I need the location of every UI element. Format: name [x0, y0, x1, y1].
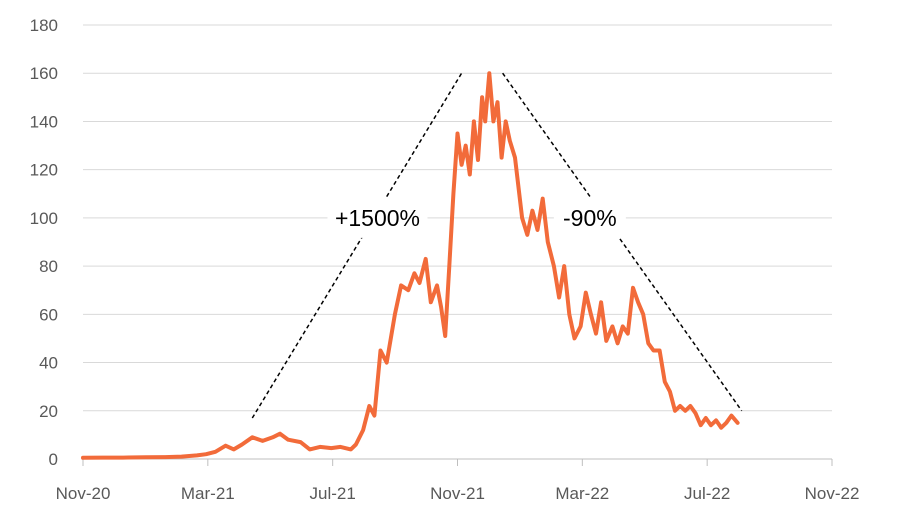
y-tick-label: 140 — [30, 112, 58, 131]
y-tick-label: 60 — [39, 305, 58, 324]
y-axis: 0 20 40 60 80 100 120 140 160 180 — [30, 16, 58, 469]
y-tick-label: 100 — [30, 209, 58, 228]
annotation-line — [251, 72, 463, 419]
gridlines — [83, 24, 832, 412]
series-layer — [81, 71, 740, 460]
price-series-line — [81, 71, 740, 460]
annotation-label-bg — [553, 197, 626, 238]
x-tick-label: Jul-22 — [684, 484, 730, 503]
y-tick-label: 0 — [49, 450, 58, 469]
x-tick-label: Nov-22 — [805, 484, 860, 503]
x-tick-label: Nov-20 — [56, 484, 111, 503]
annotation-label: -90% — [563, 205, 617, 231]
x-axis: Nov-20 Mar-21 Jul-21 Nov-21 Mar-22 Jul-22 Nov-… — [56, 458, 860, 503]
y-tick-label: 80 — [39, 257, 58, 276]
y-tick-label: 180 — [30, 16, 58, 35]
annotation-label-bg — [327, 197, 428, 238]
y-tick-label: 40 — [39, 354, 58, 373]
y-tick-label: 160 — [30, 64, 58, 83]
annotation-labels: +1500% -90% — [327, 197, 626, 238]
annotation-label: +1500% — [335, 205, 420, 231]
y-tick-label: 120 — [30, 161, 58, 180]
y-tick-label: 20 — [39, 402, 58, 421]
annotation-line — [502, 72, 743, 412]
annotation-lines — [251, 72, 743, 419]
x-tick-label: Jul-21 — [310, 484, 356, 503]
x-tick-label: Nov-21 — [430, 484, 485, 503]
x-tick-label: Mar-21 — [181, 484, 235, 503]
x-tick-label: Mar-22 — [555, 484, 609, 503]
